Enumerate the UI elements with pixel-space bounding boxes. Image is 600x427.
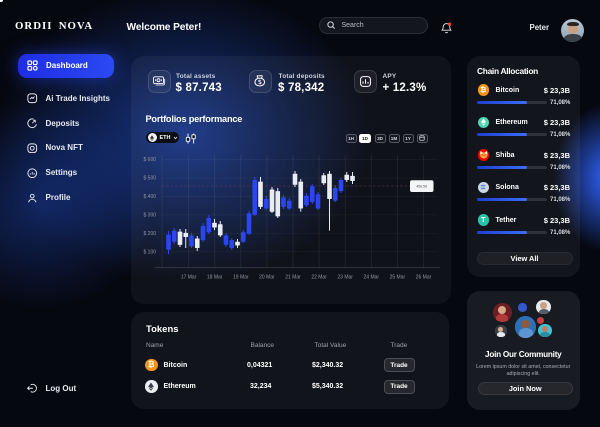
svg-text:$ 500: $ 500 [144,176,157,182]
svg-text:19 Mar: 19 Mar [233,275,249,281]
svg-text:$ 600: $ 600 [144,157,157,163]
svg-text:$ 400: $ 400 [144,194,157,200]
svg-text:22 Mar: 22 Mar [311,275,327,281]
svg-text:20 Mar: 20 Mar [259,275,275,281]
svg-text:$ 100: $ 100 [144,250,157,256]
svg-text:23 Mar: 23 Mar [337,275,353,281]
svg-text:456.56: 456.56 [416,185,427,189]
svg-text:25 Mar: 25 Mar [390,275,406,281]
svg-text:26 Mar: 26 Mar [416,275,432,281]
svg-text:21 Mar: 21 Mar [285,275,301,281]
svg-text:24 Mar: 24 Mar [364,275,380,281]
svg-text:17 Mar: 17 Mar [181,275,197,281]
svg-text:$ 300: $ 300 [144,213,157,219]
svg-text:$ 200: $ 200 [144,231,157,237]
svg-text:18 Mar: 18 Mar [207,275,223,281]
